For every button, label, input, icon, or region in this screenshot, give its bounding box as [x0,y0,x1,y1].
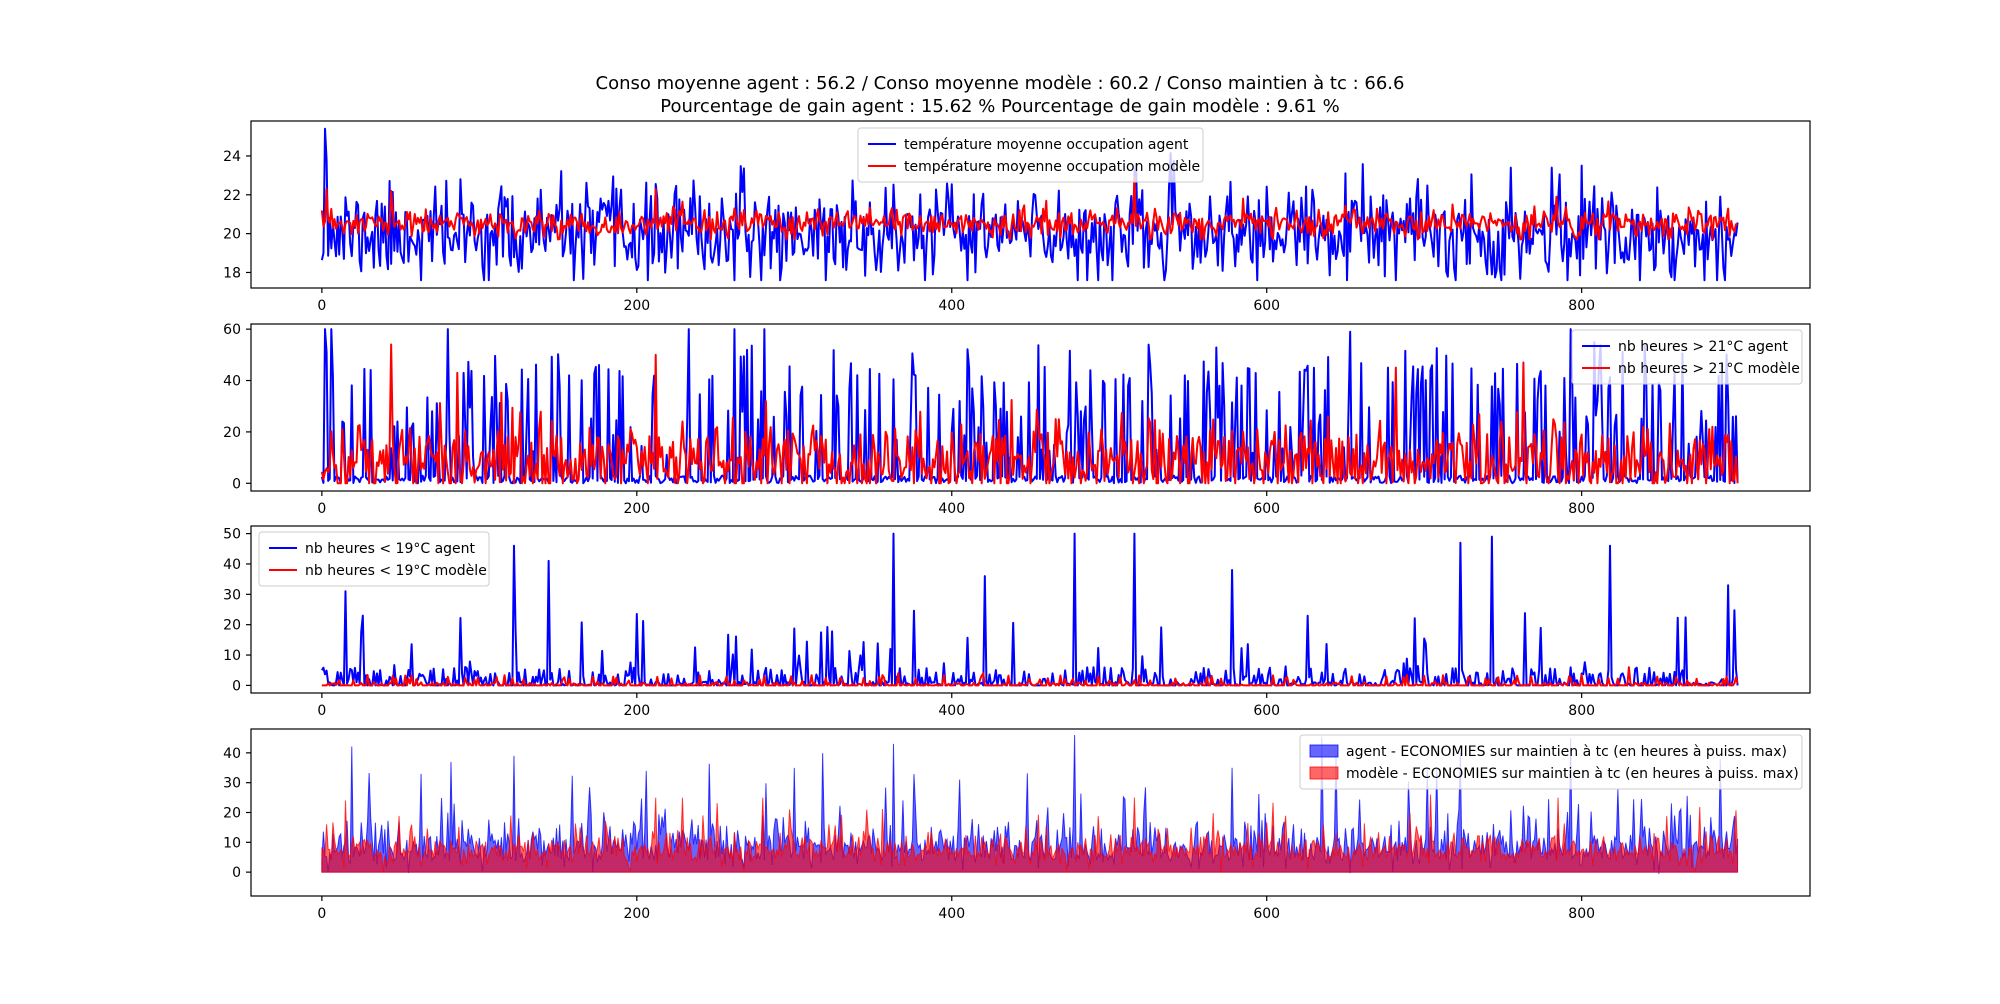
y-tick-label: 60 [223,322,241,338]
subplot-4: 0 200 400 600 800 0 10 20 30 40 agent - ECONOMIES … [223,728,1811,922]
legend-label: nb heures > 21°C modèle [1618,361,1800,377]
figure-title-line-1: Conso moyenne agent : 56.2 / Conso moyen… [595,73,1405,94]
series-modele-line [320,343,1739,485]
series-agent-line [320,328,1739,485]
legend-box [857,127,1204,183]
y-tick-label: 10 [223,835,241,851]
legend: nb heures > 21°C agent nb heures > 21°C m… [1571,329,1803,385]
x-tick-label: 200 [623,703,650,719]
series-agent-line [321,532,1739,687]
x-tick-label: 600 [1253,703,1280,719]
y-tick-label: 40 [223,746,241,762]
y-tick-label: 0 [232,865,241,881]
y-tick-label: 20 [223,806,241,822]
y-tick-label: 0 [232,476,241,492]
series-modele-area [321,794,1739,873]
legend-label: agent - ECONOMIES sur maintien à tc (en … [1346,744,1787,760]
legend: agent - ECONOMIES sur maintien à tc (en … [1299,734,1803,790]
series-modele-line [320,176,1738,241]
legend-label: température moyenne occupation agent [904,137,1189,153]
plot-area [321,532,1739,687]
x-tick-label: 0 [317,703,326,719]
y-tick-label: 0 [232,678,241,694]
subplot-3: 0 200 400 600 800 0 10 20 30 40 50 nb heures < 19°C… [223,525,1811,719]
y-tick-label: 22 [223,188,241,204]
legend-box [1299,734,1803,790]
x-tick-label: 0 [317,906,326,922]
plot-area [320,127,1739,282]
y-tick-label: 24 [223,149,241,165]
legend-box [1571,329,1803,385]
plot-area [320,328,1739,485]
x-tick-label: 800 [1568,703,1595,719]
x-tick-label: 400 [938,298,965,314]
y-tick-label: 40 [223,374,241,390]
series-modele-line [321,666,1739,687]
x-tick-label: 400 [938,906,965,922]
legend-swatch [1309,744,1339,758]
x-tick-label: 800 [1568,906,1595,922]
y-tick-label: 20 [223,618,241,634]
x-tick-label: 800 [1568,501,1595,517]
legend-label: nb heures > 21°C agent [1618,339,1789,355]
x-tick-label: 600 [1253,298,1280,314]
subplot-2: 0 200 400 600 800 0 20 40 60 nb heures > 21°C age… [223,322,1811,517]
plot-area [321,734,1739,874]
x-tick-label: 600 [1253,906,1280,922]
legend-label: nb heures < 19°C agent [305,541,476,557]
x-tick-label: 400 [938,501,965,517]
y-tick-label: 40 [223,557,241,573]
axes-frame [250,120,1811,289]
legend-box [258,531,490,587]
axes-frame [250,323,1811,492]
x-tick-label: 200 [623,501,650,517]
y-tick-label: 18 [223,265,241,281]
y-tick-label: 10 [223,648,241,664]
x-tick-label: 200 [623,298,650,314]
series-agent-line [320,127,1739,282]
legend-swatch [1309,766,1339,780]
x-tick-label: 800 [1568,298,1595,314]
legend-label: température moyenne occupation modèle [904,159,1200,175]
x-tick-label: 200 [623,906,650,922]
legend: température moyenne occupation agent temp… [857,127,1204,183]
y-tick-label: 30 [223,587,241,603]
y-tick-label: 50 [223,527,241,543]
x-tick-label: 0 [317,501,326,517]
x-tick-label: 600 [1253,501,1280,517]
figure-title-line-2: Pourcentage de gain agent : 15.62 % Pour… [660,96,1340,117]
y-tick-label: 20 [223,425,241,441]
y-tick-label: 20 [223,227,241,243]
y-tick-label: 30 [223,776,241,792]
axes-frame [250,525,1811,694]
subplot-1: 0 200 400 600 800 18 20 22 24 température moyenne… [223,120,1811,314]
x-tick-label: 400 [938,703,965,719]
legend: nb heures < 19°C agent nb heures < 19°C m… [258,531,490,587]
legend-label: nb heures < 19°C modèle [305,563,487,579]
legend-label: modèle - ECONOMIES sur maintien à tc (en… [1346,766,1799,782]
x-tick-label: 0 [317,298,326,314]
